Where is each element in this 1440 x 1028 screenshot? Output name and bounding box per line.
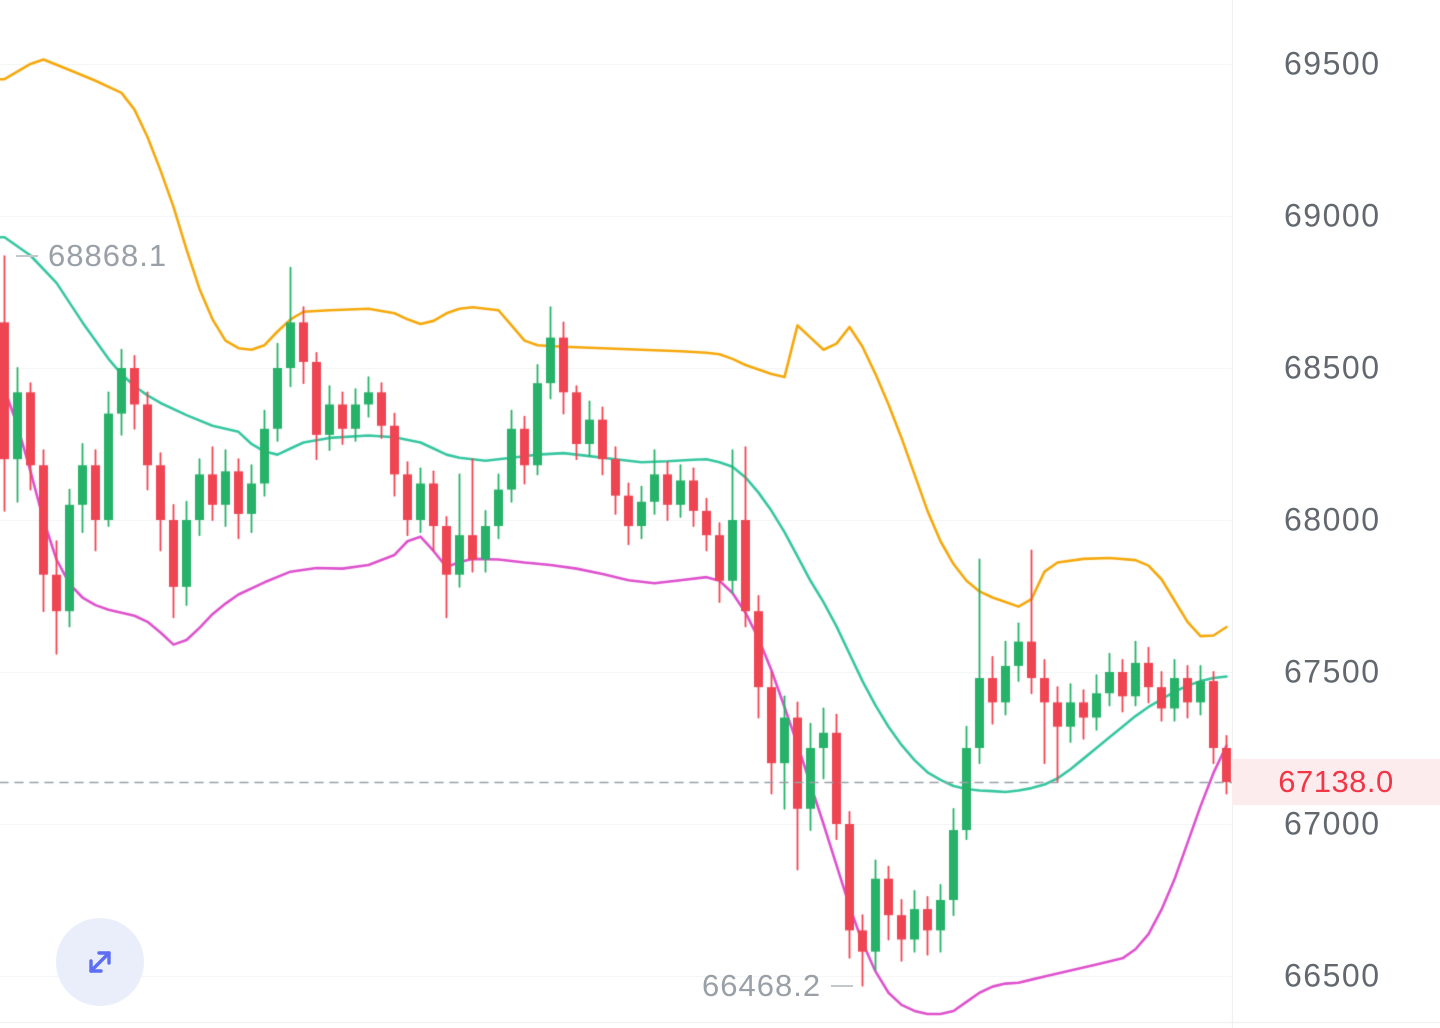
low-price-marker: 66468.2 bbox=[702, 967, 854, 1004]
y-axis-tick-label: 69000 bbox=[1284, 197, 1381, 234]
y-axis-panel[interactable]: 67138.0 69500 69000 68500 68000 67500 67000 66… bbox=[1232, 0, 1440, 1028]
low-price-label: 66468.2 bbox=[702, 967, 822, 1003]
low-price-tick bbox=[831, 984, 854, 987]
y-axis-tick-label: 67000 bbox=[1284, 805, 1381, 842]
expand-arrows-icon bbox=[89, 951, 111, 973]
high-price-marker: 68868.1 bbox=[16, 238, 167, 274]
y-axis-tick-label: 66500 bbox=[1284, 957, 1381, 994]
y-axis-tick-label: 67500 bbox=[1284, 653, 1381, 690]
high-price-tick bbox=[16, 255, 38, 258]
y-axis-tick-label: 68000 bbox=[1284, 501, 1381, 538]
y-axis-tick-label: 69500 bbox=[1284, 45, 1381, 82]
y-axis-tick-label: 68500 bbox=[1284, 349, 1381, 386]
high-price-label: 68868.1 bbox=[48, 238, 168, 274]
last-price-label: 67138.0 bbox=[1278, 764, 1394, 800]
expand-chart-button[interactable] bbox=[56, 918, 144, 1006]
last-price-tag: 67138.0 bbox=[1232, 759, 1440, 806]
